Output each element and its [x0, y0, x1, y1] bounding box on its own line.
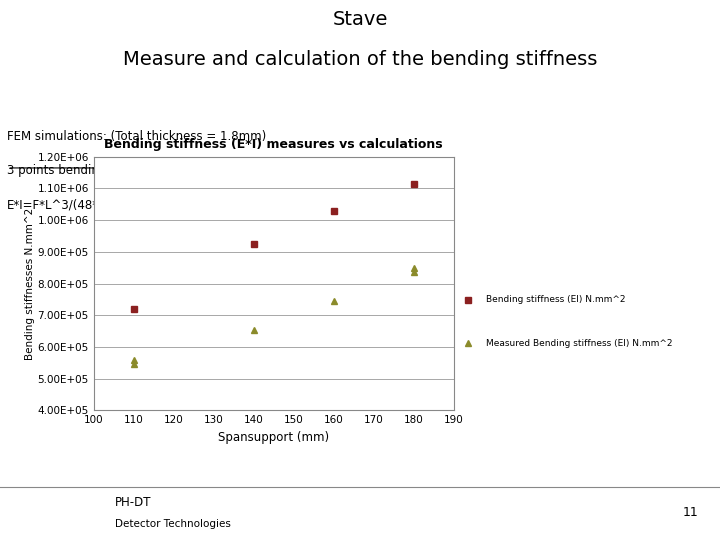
Text: Stave: Stave — [333, 10, 387, 29]
Text: FEM simulations: (Total thickness = 1.8mm): FEM simulations: (Total thickness = 1.8m… — [7, 130, 266, 143]
Title: Bending stiffness (E*I) measures vs calculations: Bending stiffness (E*I) measures vs calc… — [104, 138, 443, 151]
Y-axis label: Bending stiffnesses N.mm^2: Bending stiffnesses N.mm^2 — [24, 207, 35, 360]
Text: PH-DT: PH-DT — [115, 496, 152, 509]
X-axis label: Spansupport (mm): Spansupport (mm) — [218, 431, 329, 444]
Text: Measured Bending stiffness (EI) N.mm^2: Measured Bending stiffness (EI) N.mm^2 — [486, 339, 672, 348]
Text: Bending stiffness (EI) N.mm^2: Bending stiffness (EI) N.mm^2 — [486, 295, 626, 305]
Text: Measure and calculation of the bending stiffness: Measure and calculation of the bending s… — [123, 50, 597, 69]
Text: 11: 11 — [683, 507, 698, 519]
Text: 3 points bending test: 3 points bending test — [7, 164, 133, 177]
Text: Detector Technologies: Detector Technologies — [115, 519, 231, 529]
Text: E*I=F*L^3/(48*f): E*I=F*L^3/(48*f) — [7, 199, 108, 212]
